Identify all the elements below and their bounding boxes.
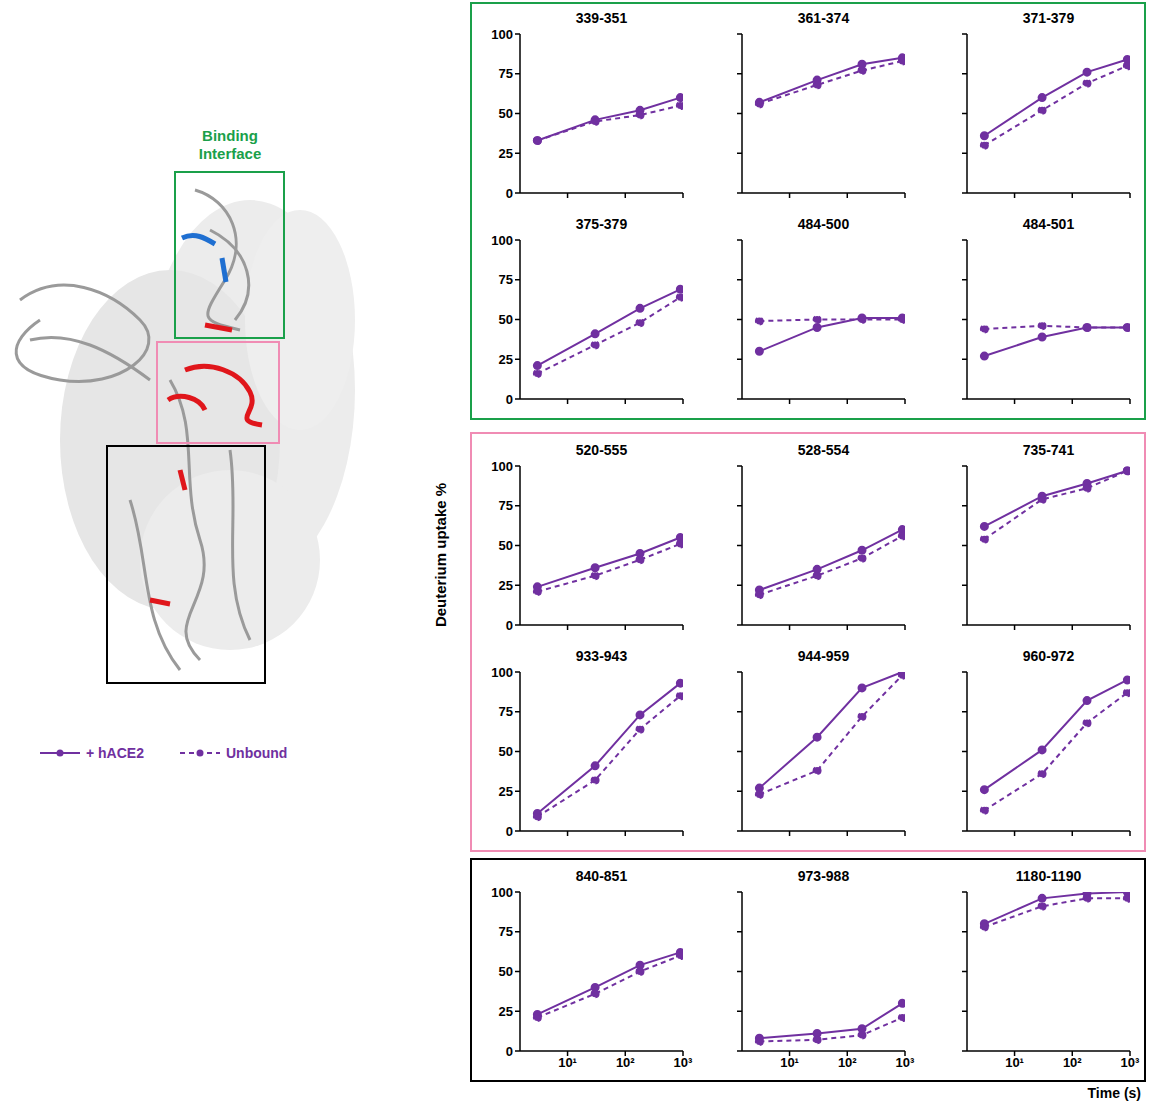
svg-text:50: 50 bbox=[499, 538, 513, 553]
svg-text:25: 25 bbox=[499, 578, 513, 593]
html-text:484-500: 484-500 bbox=[797, 216, 850, 232]
svg-text:10³: 10³ bbox=[896, 1055, 915, 1070]
html-text:Time (s): Time (s) bbox=[1087, 1085, 1141, 1101]
svg-text:10²: 10² bbox=[616, 1055, 635, 1070]
html-text:1180-1190: 1180-1190 bbox=[1015, 868, 1082, 884]
html-text:840-851: 840-851 bbox=[575, 868, 628, 884]
html-text:339-351: 339-351 bbox=[575, 10, 628, 26]
svg-text:100: 100 bbox=[491, 460, 513, 474]
html-text:Binding: Binding bbox=[202, 127, 258, 144]
svg-text:10¹: 10¹ bbox=[780, 1055, 799, 1070]
svg-text:25: 25 bbox=[499, 784, 513, 799]
svg-text:25: 25 bbox=[499, 1004, 513, 1019]
svg-text:75: 75 bbox=[499, 66, 513, 81]
svg-text:Unbound: Unbound bbox=[226, 745, 287, 761]
svg-text:50: 50 bbox=[499, 744, 513, 759]
svg-text:75: 75 bbox=[499, 272, 513, 287]
svg-text:75: 75 bbox=[499, 498, 513, 513]
html-text:484-501: 484-501 bbox=[1022, 216, 1075, 232]
svg-text:0: 0 bbox=[506, 1044, 513, 1059]
svg-text:0: 0 bbox=[506, 392, 513, 407]
html-text:735-741: 735-741 bbox=[1022, 442, 1075, 458]
svg-text:50: 50 bbox=[499, 106, 513, 121]
html-text:375-379: 375-379 bbox=[575, 216, 628, 232]
svg-text:100: 100 bbox=[491, 28, 513, 42]
html-text:371-379: 371-379 bbox=[1022, 10, 1075, 26]
html-text:973-988: 973-988 bbox=[797, 868, 850, 884]
svg-text:50: 50 bbox=[499, 312, 513, 327]
svg-text:100: 100 bbox=[491, 886, 513, 900]
svg-text:25: 25 bbox=[499, 146, 513, 161]
svg-text:0: 0 bbox=[506, 618, 513, 633]
svg-text:50: 50 bbox=[499, 964, 513, 979]
html-text:933-943: 933-943 bbox=[575, 648, 628, 664]
html-text:Interface: Interface bbox=[198, 145, 262, 162]
html-text:528-554: 528-554 bbox=[797, 442, 850, 458]
svg-text:+ hACE2: + hACE2 bbox=[86, 745, 144, 761]
svg-text:100: 100 bbox=[491, 666, 513, 680]
svg-text:10¹: 10¹ bbox=[558, 1055, 577, 1070]
html-text:Deuterium uptake %: Deuterium uptake % bbox=[431, 482, 449, 628]
svg-text:0: 0 bbox=[506, 186, 513, 201]
svg-text:75: 75 bbox=[499, 924, 513, 939]
svg-text:10¹: 10¹ bbox=[1005, 1055, 1024, 1070]
svg-text:10²: 10² bbox=[1063, 1055, 1082, 1070]
html-text:361-374: 361-374 bbox=[797, 10, 850, 26]
html-text:520-555: 520-555 bbox=[575, 442, 628, 458]
svg-text:100: 100 bbox=[491, 234, 513, 248]
svg-text:75: 75 bbox=[499, 704, 513, 719]
svg-text:10³: 10³ bbox=[1121, 1055, 1140, 1070]
html-text:960-972: 960-972 bbox=[1022, 648, 1075, 664]
svg-text:25: 25 bbox=[499, 352, 513, 367]
svg-text:10²: 10² bbox=[838, 1055, 857, 1070]
svg-text:10³: 10³ bbox=[674, 1055, 693, 1070]
svg-text:0: 0 bbox=[506, 824, 513, 839]
html-text:944-959: 944-959 bbox=[797, 648, 850, 664]
